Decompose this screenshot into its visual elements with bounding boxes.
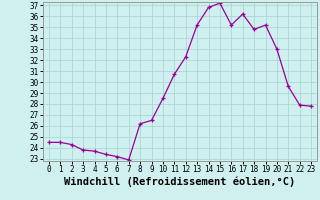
X-axis label: Windchill (Refroidissement éolien,°C): Windchill (Refroidissement éolien,°C) — [64, 177, 296, 187]
